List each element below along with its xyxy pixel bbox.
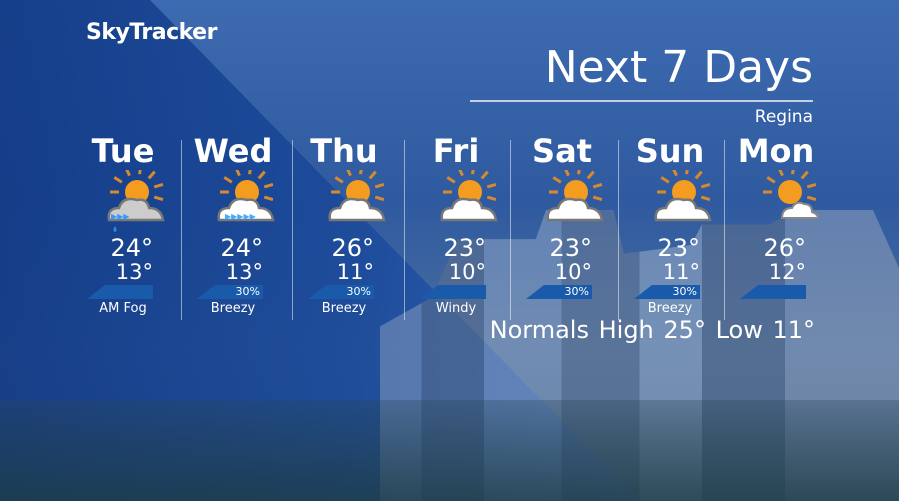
low-temp: 11° [336, 260, 374, 284]
precip-chance [87, 285, 153, 299]
low-temp: 13° [225, 260, 263, 284]
day-label: Fri [432, 132, 480, 170]
page-title: Next 7 Days [544, 42, 813, 93]
partly-sunny-icon [308, 165, 388, 230]
partly-sunny-icon [526, 165, 606, 230]
svg-text:▶▶▶: ▶▶▶ [111, 212, 130, 221]
condition-label: Breezy [321, 301, 367, 316]
mostly-sunny-icon [740, 165, 820, 230]
high-temp: 24° [220, 234, 263, 262]
day-label: Thu [310, 132, 378, 170]
day-label: Sun [635, 132, 705, 170]
fog-partly-sunny-icon: ▶▶▶ [87, 165, 167, 232]
day-label: Wed [193, 132, 273, 170]
precip-chance: 30% [634, 285, 700, 299]
high-temp: 26° [331, 234, 374, 262]
column-divider [292, 140, 293, 320]
day-label: Tue [91, 132, 155, 170]
column-divider [510, 140, 511, 320]
low-temp: 11° [662, 260, 700, 284]
title-divider [470, 100, 813, 102]
column-divider [404, 140, 405, 320]
low-temp: 12° [768, 260, 806, 284]
windy-partly-sunny-icon: ▶▶▶▶▶ [197, 165, 277, 230]
condition-label: Breezy [647, 301, 693, 316]
low-temp: 13° [115, 260, 153, 284]
high-temp: 23° [443, 234, 486, 262]
location-label: Regina [754, 107, 813, 127]
precip-chance: 30% [308, 285, 374, 299]
forecast-day-tue: Tue ▶▶▶ 24° 13° AM Fog [69, 132, 177, 322]
forecast-day-fri: Fri 23° 10° Windy [402, 132, 510, 322]
condition-label: Breezy [210, 301, 256, 316]
forecast-day-wed: Wed ▶▶▶▶▶ 24° 13° 30% Breezy [179, 132, 287, 322]
day-label: Sat [532, 132, 592, 170]
high-temp: 26° [763, 234, 806, 262]
high-temp: 24° [110, 234, 153, 262]
column-divider [618, 140, 619, 320]
low-temp: 10° [448, 260, 486, 284]
column-divider [181, 140, 182, 320]
forecast-day-sat: Sat 23° 10° 30% [508, 132, 616, 322]
brand-logo: SkyTracker [86, 20, 217, 45]
day-label: Mon [737, 132, 815, 170]
precip-chance [420, 285, 486, 299]
forecast-day-mon: Mon 26° 12° [722, 132, 830, 322]
partly-sunny-icon [634, 165, 714, 230]
forecast-day-thu: Thu 26° 11° 30% Breezy [290, 132, 398, 322]
partly-sunny-icon [420, 165, 500, 230]
low-temp: 10° [554, 260, 592, 284]
forecast-day-sun: Sun 23° 11° 30% Breezy [616, 132, 724, 322]
normals-label: Normals High 25° Low 11° [489, 316, 815, 344]
high-temp: 23° [657, 234, 700, 262]
tree-line [0, 400, 899, 501]
condition-label: Windy [435, 301, 477, 316]
column-divider [724, 140, 725, 320]
svg-text:▶▶▶▶▶: ▶▶▶▶▶ [225, 212, 257, 221]
precip-chance [740, 285, 806, 299]
precip-chance: 30% [197, 285, 263, 299]
condition-label: AM Fog [99, 301, 147, 316]
high-temp: 23° [549, 234, 592, 262]
precip-chance: 30% [526, 285, 592, 299]
